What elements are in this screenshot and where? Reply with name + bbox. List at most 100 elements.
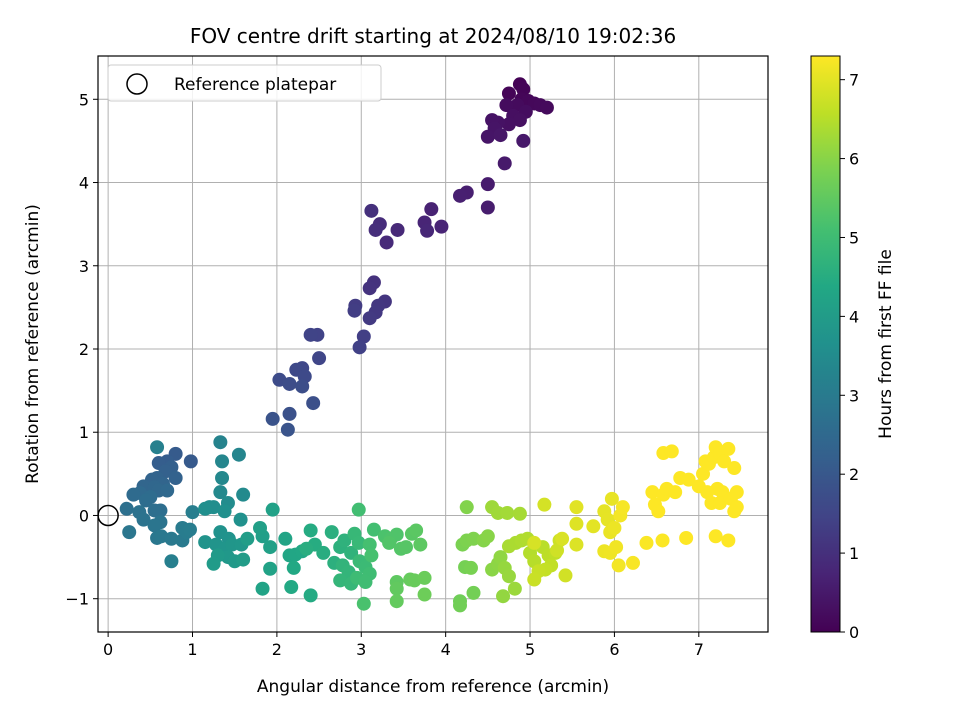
data-point (417, 570, 432, 585)
y-tick-label: 0 (79, 506, 89, 525)
data-point (420, 223, 435, 238)
data-point (347, 303, 362, 318)
colorbar-tick-label: 1 (849, 544, 859, 563)
colorbar-tick-label: 3 (849, 386, 859, 405)
data-point (434, 219, 449, 234)
x-tick-label: 2 (272, 640, 282, 659)
data-point (362, 311, 377, 326)
data-point (213, 485, 228, 500)
y-tick-label: 1 (79, 423, 89, 442)
data-point (215, 454, 230, 469)
data-point (351, 502, 366, 517)
legend-marker (126, 73, 148, 95)
data-point (295, 379, 310, 394)
data-point (265, 411, 280, 426)
data-point (303, 523, 318, 538)
data-point (668, 485, 683, 500)
data-point (664, 444, 679, 459)
data-point (299, 541, 314, 556)
data-point (231, 447, 246, 462)
data-point (147, 503, 162, 518)
data-point (282, 376, 297, 391)
data-point (362, 537, 377, 552)
y-tick-label: 4 (79, 174, 89, 193)
data-point (539, 100, 554, 115)
y-tick-label: 2 (79, 340, 89, 359)
plot-frame (97, 55, 769, 633)
legend: Reference platepar (107, 64, 382, 102)
data-point (729, 485, 744, 500)
data-point (499, 98, 514, 113)
data-point (607, 520, 622, 535)
data-point (512, 506, 527, 521)
colorbar (810, 55, 841, 633)
data-point (493, 128, 508, 143)
y-tick-label: −1 (65, 590, 89, 609)
colorbar-tick-label: 0 (849, 623, 859, 642)
data-point (236, 487, 251, 502)
data-point (215, 471, 230, 486)
data-point (527, 572, 542, 587)
data-point (263, 561, 278, 576)
data-point (324, 525, 339, 540)
data-point (382, 535, 397, 550)
data-point (497, 156, 512, 171)
data-point (198, 535, 213, 550)
data-point (126, 487, 141, 502)
y-tick-label: 3 (79, 257, 89, 276)
data-point (398, 540, 413, 555)
data-point (303, 327, 318, 342)
data-point (119, 501, 134, 516)
data-point (453, 188, 468, 203)
data-point (625, 555, 640, 570)
colorbar-tick-label: 2 (849, 465, 859, 484)
data-point (358, 575, 373, 590)
x-tick-label: 7 (694, 640, 704, 659)
axis-ticks: 0 1 2 3 4 5 6 7 −1 0 1 2 3 4 5 (65, 90, 703, 659)
data-point (213, 435, 228, 450)
data-point (537, 497, 552, 512)
data-point (333, 573, 348, 588)
chart-title: FOV centre drift starting at 2024/08/10 … (190, 24, 676, 48)
data-point (424, 202, 439, 217)
x-tick-label: 6 (609, 640, 619, 659)
data-point (351, 535, 366, 550)
data-point (721, 533, 736, 548)
data-point (708, 529, 723, 544)
data-point (356, 329, 371, 344)
data-point (501, 117, 516, 132)
data-point (500, 505, 515, 520)
data-point (122, 525, 137, 540)
data-point (651, 504, 666, 519)
data-point (352, 340, 367, 355)
data-point (139, 493, 154, 508)
data-point (164, 554, 179, 569)
data-point (493, 550, 508, 565)
data-point (555, 531, 570, 546)
data-point (413, 537, 428, 552)
data-point (389, 581, 404, 596)
data-point (233, 512, 248, 527)
data-point (236, 552, 251, 567)
data-point (316, 545, 331, 560)
data-point (480, 177, 495, 192)
data-point (516, 133, 531, 148)
legend-box (107, 64, 382, 102)
data-point (459, 500, 474, 515)
data-point (569, 500, 584, 515)
data-point (183, 454, 198, 469)
data-point (679, 530, 694, 545)
data-point (496, 589, 511, 604)
data-point (717, 454, 732, 469)
data-point (379, 235, 394, 250)
colorbar-ticks: 0 1 2 3 4 5 6 7 (840, 71, 859, 642)
reference-platepar-marker (97, 504, 119, 527)
x-tick-label: 3 (356, 640, 366, 659)
data-point (306, 396, 321, 411)
colorbar-label: Hours from first FF file (876, 249, 896, 439)
data-point (604, 491, 619, 506)
data-point (480, 200, 495, 215)
data-point (337, 533, 352, 548)
